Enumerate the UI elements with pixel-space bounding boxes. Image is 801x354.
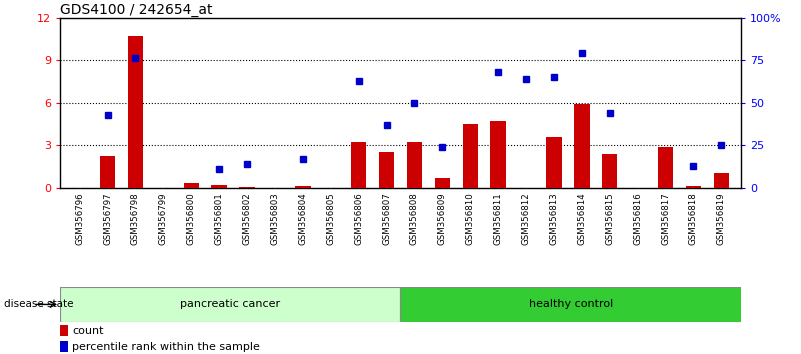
Bar	[407, 142, 422, 188]
Bar	[686, 186, 701, 188]
Text: GSM356804: GSM356804	[298, 193, 308, 245]
Text: GSM356801: GSM356801	[215, 193, 223, 245]
Text: GSM356817: GSM356817	[661, 193, 670, 245]
Bar	[295, 186, 311, 188]
Text: disease state: disease state	[4, 299, 74, 309]
Text: GSM356807: GSM356807	[382, 193, 391, 245]
Bar	[714, 173, 729, 188]
Text: GSM356815: GSM356815	[606, 193, 614, 245]
Bar	[546, 137, 562, 188]
Text: GSM356818: GSM356818	[689, 193, 698, 245]
Bar	[658, 147, 674, 188]
Text: GSM356808: GSM356808	[410, 193, 419, 245]
Text: GSM356803: GSM356803	[271, 193, 280, 245]
Bar	[60, 287, 400, 322]
Text: GSM356799: GSM356799	[159, 193, 168, 245]
Bar	[463, 124, 478, 188]
Text: GSM356806: GSM356806	[354, 193, 363, 245]
Text: GSM356814: GSM356814	[578, 193, 586, 245]
Text: GSM356797: GSM356797	[103, 193, 112, 245]
Bar	[211, 185, 227, 188]
Text: GSM356796: GSM356796	[75, 193, 84, 245]
Text: GSM356819: GSM356819	[717, 193, 726, 245]
Text: GSM356813: GSM356813	[549, 193, 558, 245]
Text: GSM356798: GSM356798	[131, 193, 140, 245]
Text: percentile rank within the sample: percentile rank within the sample	[72, 342, 260, 352]
Text: GSM356811: GSM356811	[493, 193, 503, 245]
Text: GSM356800: GSM356800	[187, 193, 195, 245]
Text: GDS4100 / 242654_at: GDS4100 / 242654_at	[60, 3, 212, 17]
Bar	[490, 121, 506, 188]
Bar	[60, 325, 68, 336]
Bar	[602, 154, 618, 188]
Bar	[60, 341, 68, 353]
Text: GSM356805: GSM356805	[326, 193, 336, 245]
Text: GSM356816: GSM356816	[633, 193, 642, 245]
Bar	[435, 178, 450, 188]
Text: pancreatic cancer: pancreatic cancer	[180, 299, 280, 309]
Bar	[100, 156, 115, 188]
Text: GSM356810: GSM356810	[465, 193, 475, 245]
Bar	[183, 183, 199, 188]
Bar	[574, 104, 590, 188]
Text: count: count	[72, 326, 104, 336]
Bar	[127, 36, 143, 188]
Bar	[239, 187, 255, 188]
Bar	[400, 287, 741, 322]
Bar	[351, 142, 366, 188]
Bar	[379, 152, 394, 188]
Text: GSM356812: GSM356812	[521, 193, 530, 245]
Text: healthy control: healthy control	[529, 299, 613, 309]
Text: GSM356802: GSM356802	[243, 193, 252, 245]
Text: GSM356809: GSM356809	[438, 193, 447, 245]
